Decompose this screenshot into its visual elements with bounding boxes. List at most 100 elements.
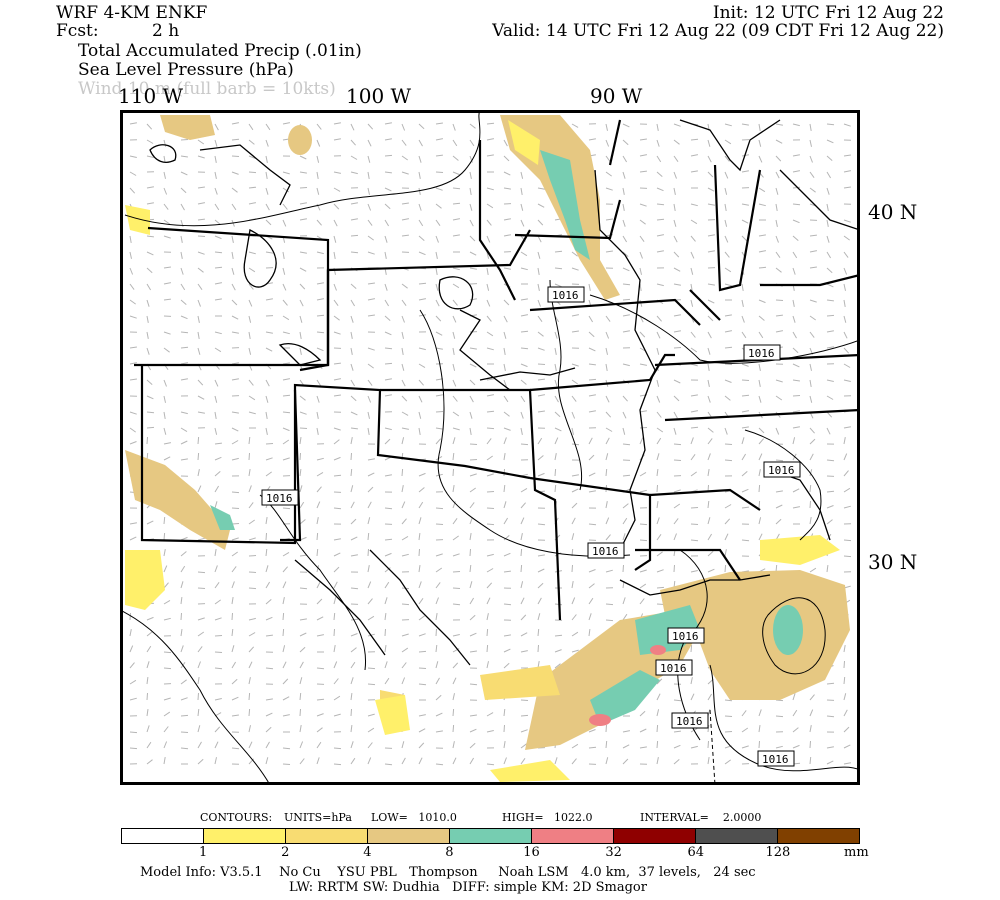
- wind-barb: [350, 202, 358, 205]
- wind-barb: [809, 469, 813, 477]
- wind-barb: [792, 506, 800, 509]
- wind-barb: [452, 535, 459, 541]
- wind-barb: [469, 155, 473, 163]
- wind-barb: [673, 235, 678, 243]
- precip-nw-2: [125, 205, 150, 235]
- wind-barb: [622, 219, 626, 227]
- wind-barb: [690, 251, 695, 259]
- wind-barb: [503, 171, 511, 176]
- wind-barb: [605, 437, 610, 445]
- wind-barb: [707, 331, 712, 339]
- wind-barb: [639, 710, 646, 717]
- wind-barb: [554, 468, 557, 477]
- wind-barb: [724, 504, 732, 509]
- wind-barb: [571, 614, 577, 621]
- wind-barb: [673, 744, 681, 749]
- wind-barb: [605, 427, 613, 432]
- wind-barb: [486, 331, 494, 337]
- wind-barb: [350, 725, 353, 733]
- wind-barb: [350, 299, 356, 307]
- wind-barb: [656, 693, 661, 701]
- wind-barb: [622, 314, 630, 317]
- precip-nw-3: [288, 125, 312, 155]
- precip-texas-coast: [480, 665, 560, 700]
- wind-barb: [809, 517, 812, 525]
- wind-barb: [180, 187, 187, 194]
- wind-barb: [486, 410, 495, 413]
- wind-barb: [520, 758, 526, 765]
- wind-barb: [231, 299, 238, 306]
- wind-barb: [690, 745, 698, 749]
- wind-barb: [146, 741, 152, 749]
- wind-barb: [214, 635, 223, 637]
- wind-barb: [163, 667, 172, 670]
- lat-label-30n: 30 N: [868, 550, 918, 574]
- wind-barb: [333, 138, 341, 141]
- wind-barb: [299, 299, 304, 307]
- wind-barb: [367, 532, 370, 541]
- wind-barb: [146, 379, 153, 385]
- wind-barb: [248, 251, 256, 255]
- wind-barb: [537, 582, 544, 589]
- wind-barb: [197, 186, 205, 189]
- wind-barb: [231, 187, 238, 193]
- wind-barb: [367, 379, 373, 386]
- wind-barb: [469, 581, 473, 589]
- wind-barb: [282, 362, 290, 365]
- wind-barb: [622, 171, 626, 179]
- wind-barb: [554, 395, 559, 403]
- wind-barb: [792, 299, 795, 307]
- wind-barb: [843, 487, 851, 493]
- wind-barb: [214, 187, 218, 195]
- wind-barb: [826, 219, 829, 227]
- wind-barb: [486, 219, 492, 226]
- wind-barb: [826, 155, 833, 161]
- wind-barb: [248, 469, 251, 477]
- wind-barb: [197, 283, 203, 290]
- wind-barb: [571, 267, 579, 271]
- wind-barb: [843, 645, 846, 653]
- wind-barb: [537, 299, 541, 307]
- wind-barb: [520, 363, 528, 368]
- wind-barb: [435, 712, 443, 717]
- wind-barb: [146, 347, 150, 355]
- wind-barb: [401, 139, 407, 146]
- precip-southwest: [125, 450, 230, 550]
- wind-barb: [316, 486, 322, 493]
- wind-barb: [758, 427, 765, 434]
- wind-barb: [673, 503, 681, 509]
- wind-barb: [214, 582, 220, 589]
- wind-barb: [503, 741, 506, 749]
- wind-barb: [554, 267, 563, 270]
- isobar-label: 1016: [261, 489, 299, 506]
- wind-barb: [180, 267, 184, 275]
- wind-barb: [316, 548, 319, 557]
- wind-barb: [214, 617, 222, 621]
- wind-barb: [503, 187, 511, 190]
- wind-barb: [180, 171, 188, 176]
- wind-barb: [469, 219, 474, 227]
- wind-barb: [316, 139, 321, 147]
- wind-barb: [163, 411, 166, 419]
- wind-barb: [248, 758, 255, 765]
- wind-barb: [520, 395, 526, 403]
- wind-barb: [724, 235, 729, 243]
- wind-barb: [418, 548, 420, 557]
- wind-barb: [741, 488, 749, 493]
- wind-barb: [214, 298, 222, 301]
- wind-barb: [282, 331, 290, 335]
- wind-barb: [452, 218, 460, 221]
- wind-barb: [384, 347, 393, 350]
- wind-barb: [588, 315, 594, 323]
- wind-barb: [180, 235, 183, 243]
- wind-barb: [163, 395, 166, 403]
- wind-barb: [826, 171, 832, 179]
- wind-barb: [537, 613, 541, 621]
- wind-barb: [843, 505, 851, 509]
- wind-barb: [486, 138, 494, 141]
- wind-barb: [520, 219, 525, 227]
- wind-barb: [350, 693, 353, 701]
- wind-barb: [333, 581, 338, 589]
- forecast-label: Fcst:: [56, 21, 99, 41]
- wind-barb: [758, 299, 766, 304]
